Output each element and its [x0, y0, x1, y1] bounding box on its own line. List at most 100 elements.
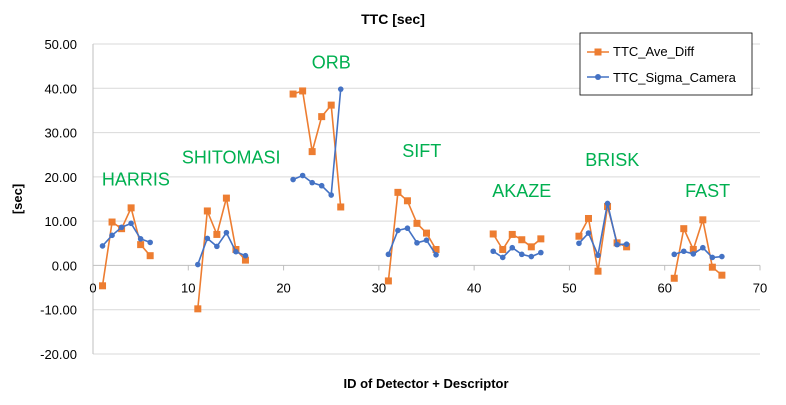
data-point: [299, 87, 307, 95]
legend-box: [579, 32, 753, 96]
data-point: [214, 243, 220, 250]
data-point: [118, 224, 125, 231]
data-point: [528, 253, 535, 260]
data-point: [147, 239, 153, 246]
series-layer: [99, 86, 726, 313]
group-label-layer: HARRIS SHITOMASI ORB SIFT AKAZE BRISK FAST: [102, 52, 730, 200]
group-label-akaze: AKAZE: [492, 181, 551, 201]
x-tick-label: 20: [276, 280, 290, 295]
data-point: [700, 244, 706, 251]
y-tick-label: -20.00: [40, 347, 77, 362]
data-point: [394, 188, 402, 196]
data-point: [327, 101, 335, 109]
group-label-orb: ORB: [312, 52, 351, 72]
data-point: [680, 248, 687, 255]
group-label-sift: SIFT: [402, 141, 441, 161]
x-tick-label: 30: [372, 280, 386, 295]
data-point: [690, 251, 697, 257]
x-tick-label: 70: [753, 280, 767, 295]
y-tick-label: 50.00: [44, 37, 77, 52]
data-point: [289, 90, 297, 98]
data-point: [490, 248, 497, 255]
data-point: [384, 277, 392, 285]
group-label-harris: HARRIS: [102, 170, 170, 190]
data-point: [99, 282, 107, 290]
data-point: [242, 252, 249, 259]
data-point: [518, 251, 525, 258]
group-label-shitomasi: SHITOMASI: [182, 148, 281, 168]
y-tick-label: 30.00: [44, 126, 77, 141]
data-point: [527, 243, 535, 251]
data-point: [109, 232, 115, 239]
data-point: [671, 251, 678, 258]
data-point: [404, 225, 411, 232]
x-tick-label: 0: [89, 280, 96, 295]
data-point: [223, 229, 230, 236]
data-point: [414, 240, 420, 246]
data-point: [309, 179, 315, 186]
data-point: [708, 263, 716, 271]
data-point: [194, 305, 202, 313]
data-point: [680, 225, 688, 233]
data-point: [328, 192, 335, 198]
y-tick-label: 0.00: [52, 258, 77, 273]
data-point: [99, 243, 106, 249]
data-point: [689, 245, 697, 253]
data-point: [709, 254, 716, 261]
y-tick-label: 10.00: [44, 214, 77, 229]
data-point: [585, 230, 592, 236]
x-tick-label: 50: [562, 280, 576, 295]
data-point: [137, 236, 144, 242]
chart-title: TTC [sec]: [361, 11, 425, 27]
data-point: [308, 148, 316, 156]
data-point: [508, 230, 516, 238]
data-point: [584, 214, 592, 222]
data-point: [318, 182, 325, 189]
data-point: [423, 237, 430, 243]
data-point: [146, 252, 154, 260]
data-point: [403, 197, 411, 205]
data-point: [499, 245, 507, 253]
data-point: [290, 176, 296, 183]
data-point: [413, 219, 421, 227]
data-point: [385, 251, 392, 258]
series-line: [387, 227, 437, 256]
y-tick-label: 40.00: [44, 81, 77, 96]
data-point: [337, 86, 344, 92]
y-tick-label: 20.00: [44, 170, 77, 185]
data-point: [337, 203, 345, 211]
x-tick-label: 10: [181, 280, 195, 295]
x-axis-title: ID of Detector + Descriptor: [343, 376, 508, 391]
legend-marker-sigma-camera: [595, 74, 601, 80]
x-tick-label: 40: [467, 280, 481, 295]
legend-entry-ave-diff: TTC_Ave_Diff: [587, 44, 695, 59]
data-point: [614, 241, 620, 248]
data-point: [499, 254, 506, 261]
data-point: [575, 232, 583, 240]
data-point: [108, 218, 116, 226]
data-point: [395, 227, 401, 234]
data-point: [203, 207, 211, 215]
y-axis-title: [sec]: [10, 184, 25, 214]
data-point: [222, 194, 230, 202]
axis-layer: -20.00 -10.00 0.00 10.00 20.00 30.00 40.00 50.0…: [40, 37, 767, 362]
data-point: [432, 245, 440, 253]
data-point: [670, 274, 678, 282]
data-point: [213, 230, 221, 238]
data-point: [128, 220, 134, 227]
legend-entry-sigma-camera: TTC_Sigma_Camera: [587, 70, 737, 85]
data-point: [623, 241, 630, 247]
data-point: [423, 229, 430, 237]
data-point: [576, 240, 582, 247]
data-point: [537, 235, 545, 243]
legend-label-ave-diff: TTC_Ave_Diff: [613, 44, 695, 59]
data-point: [127, 204, 135, 212]
legend: TTC_Ave_Diff TTC_Sigma_Camera: [579, 32, 753, 96]
data-point: [195, 261, 201, 268]
data-point: [718, 271, 726, 279]
data-point: [699, 216, 707, 224]
group-label-brisk: BRISK: [585, 150, 639, 170]
series-sigma-camera: [99, 86, 725, 268]
data-point: [595, 252, 601, 259]
